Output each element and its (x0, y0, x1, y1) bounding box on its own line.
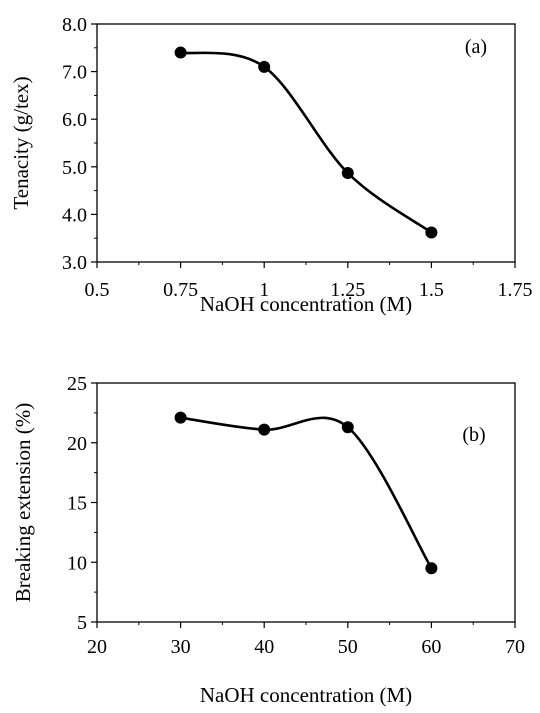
y-tick-label: 15 (67, 493, 87, 515)
x-axis-title: NaOH concentration (M) (200, 292, 412, 316)
y-tick-label: 7.0 (62, 62, 87, 84)
data-point (341, 421, 354, 434)
data-point (258, 60, 271, 73)
x-tick-label: 50 (338, 636, 358, 658)
data-point (341, 166, 354, 179)
panel-a-chart: 0.5 0.75 1 1.25 1.5 1.75 3.0 4.0 5.0 6.0 7.0 8.0 NaO… (9, 14, 533, 316)
y-tick-label: 3.0 (62, 252, 87, 274)
x-tick-label: 60 (421, 636, 441, 658)
data-point (174, 46, 187, 59)
data-point (258, 423, 271, 436)
panel-label: (a) (465, 36, 487, 58)
plot-frame (96, 23, 516, 263)
data-point (425, 562, 438, 575)
panel-label: (b) (462, 424, 485, 446)
y-tick-label: 8.0 (62, 14, 87, 36)
x-tick-label: 0.75 (163, 279, 198, 301)
x-tick-label: 1.75 (498, 279, 533, 301)
x-tick-label: 70 (505, 636, 525, 658)
x-tick-label: 20 (87, 636, 107, 658)
y-tick-label: 25 (67, 373, 87, 395)
plot-frame (96, 382, 516, 623)
x-tick-label: 1 (259, 279, 269, 301)
x-tick-label: 40 (254, 636, 274, 658)
series-line (179, 416, 433, 570)
y-axis-title: Breaking extension (%) (11, 403, 35, 602)
x-axis-title: NaOH concentration (M) (200, 683, 412, 707)
panel-b-chart: 20 30 40 50 60 70 5 10 15 20 25 NaOH concentration … (11, 373, 525, 707)
y-tick-label: 10 (67, 552, 87, 574)
x-tick-label: 1.5 (419, 279, 444, 301)
y-tick-label: 5.0 (62, 157, 87, 179)
y-tick-label: 4.0 (62, 204, 87, 226)
x-tick-label: 30 (171, 636, 191, 658)
y-tick-label: 20 (67, 433, 87, 455)
y-tick-label: 6.0 (62, 109, 87, 131)
x-tick-label: 0.5 (85, 279, 110, 301)
y-axis-title: Tenacity (g/tex) (9, 76, 33, 209)
x-tick-label: 1.25 (330, 279, 365, 301)
y-tick-label: 5 (77, 612, 87, 634)
data-point (425, 226, 438, 239)
data-point (174, 411, 187, 424)
series-line (179, 51, 433, 234)
